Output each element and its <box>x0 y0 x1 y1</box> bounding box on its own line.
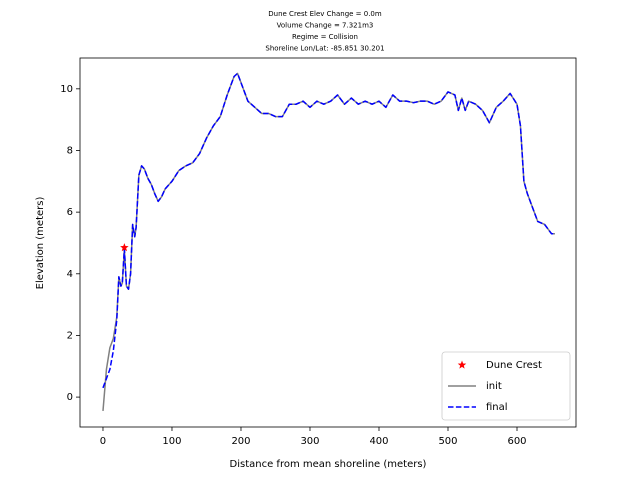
legend-marker <box>457 360 467 369</box>
data-point <box>120 243 129 252</box>
x-tick-label: 200 <box>231 436 250 447</box>
legend-label: Dune Crest <box>486 360 542 371</box>
y-tick-label: 2 <box>67 330 73 341</box>
legend-label: init <box>486 381 502 392</box>
chart-title: Regime = Collision <box>292 33 358 41</box>
data-line <box>102 72 555 389</box>
y-tick-label: 8 <box>67 145 73 156</box>
y-tick-label: 4 <box>67 269 73 280</box>
y-axis-label: Elevation (meters) <box>35 197 46 290</box>
plot-frame <box>79 57 577 428</box>
y-tick-label: 6 <box>67 207 73 218</box>
chart-title: Volume Change = 7.321m3 <box>277 22 374 30</box>
legend-label: final <box>486 402 508 413</box>
x-tick-label: 300 <box>300 436 319 447</box>
y-tick-label: 0 <box>67 392 73 403</box>
chart-title: Dune Crest Elev Change = 0.0m <box>268 10 382 18</box>
y-tick-label: 10 <box>60 84 73 95</box>
x-axis-label: Distance from mean shoreline (meters) <box>230 459 427 470</box>
x-tick-label: 100 <box>162 436 181 447</box>
legend-box <box>441 351 571 421</box>
x-tick-label: 500 <box>438 436 457 447</box>
chart-title: Shoreline Lon/Lat: -85.851 30.201 <box>265 45 384 53</box>
x-tick-label: 600 <box>507 436 526 447</box>
x-tick-label: 400 <box>369 436 388 447</box>
x-tick-label: 0 <box>100 436 106 447</box>
